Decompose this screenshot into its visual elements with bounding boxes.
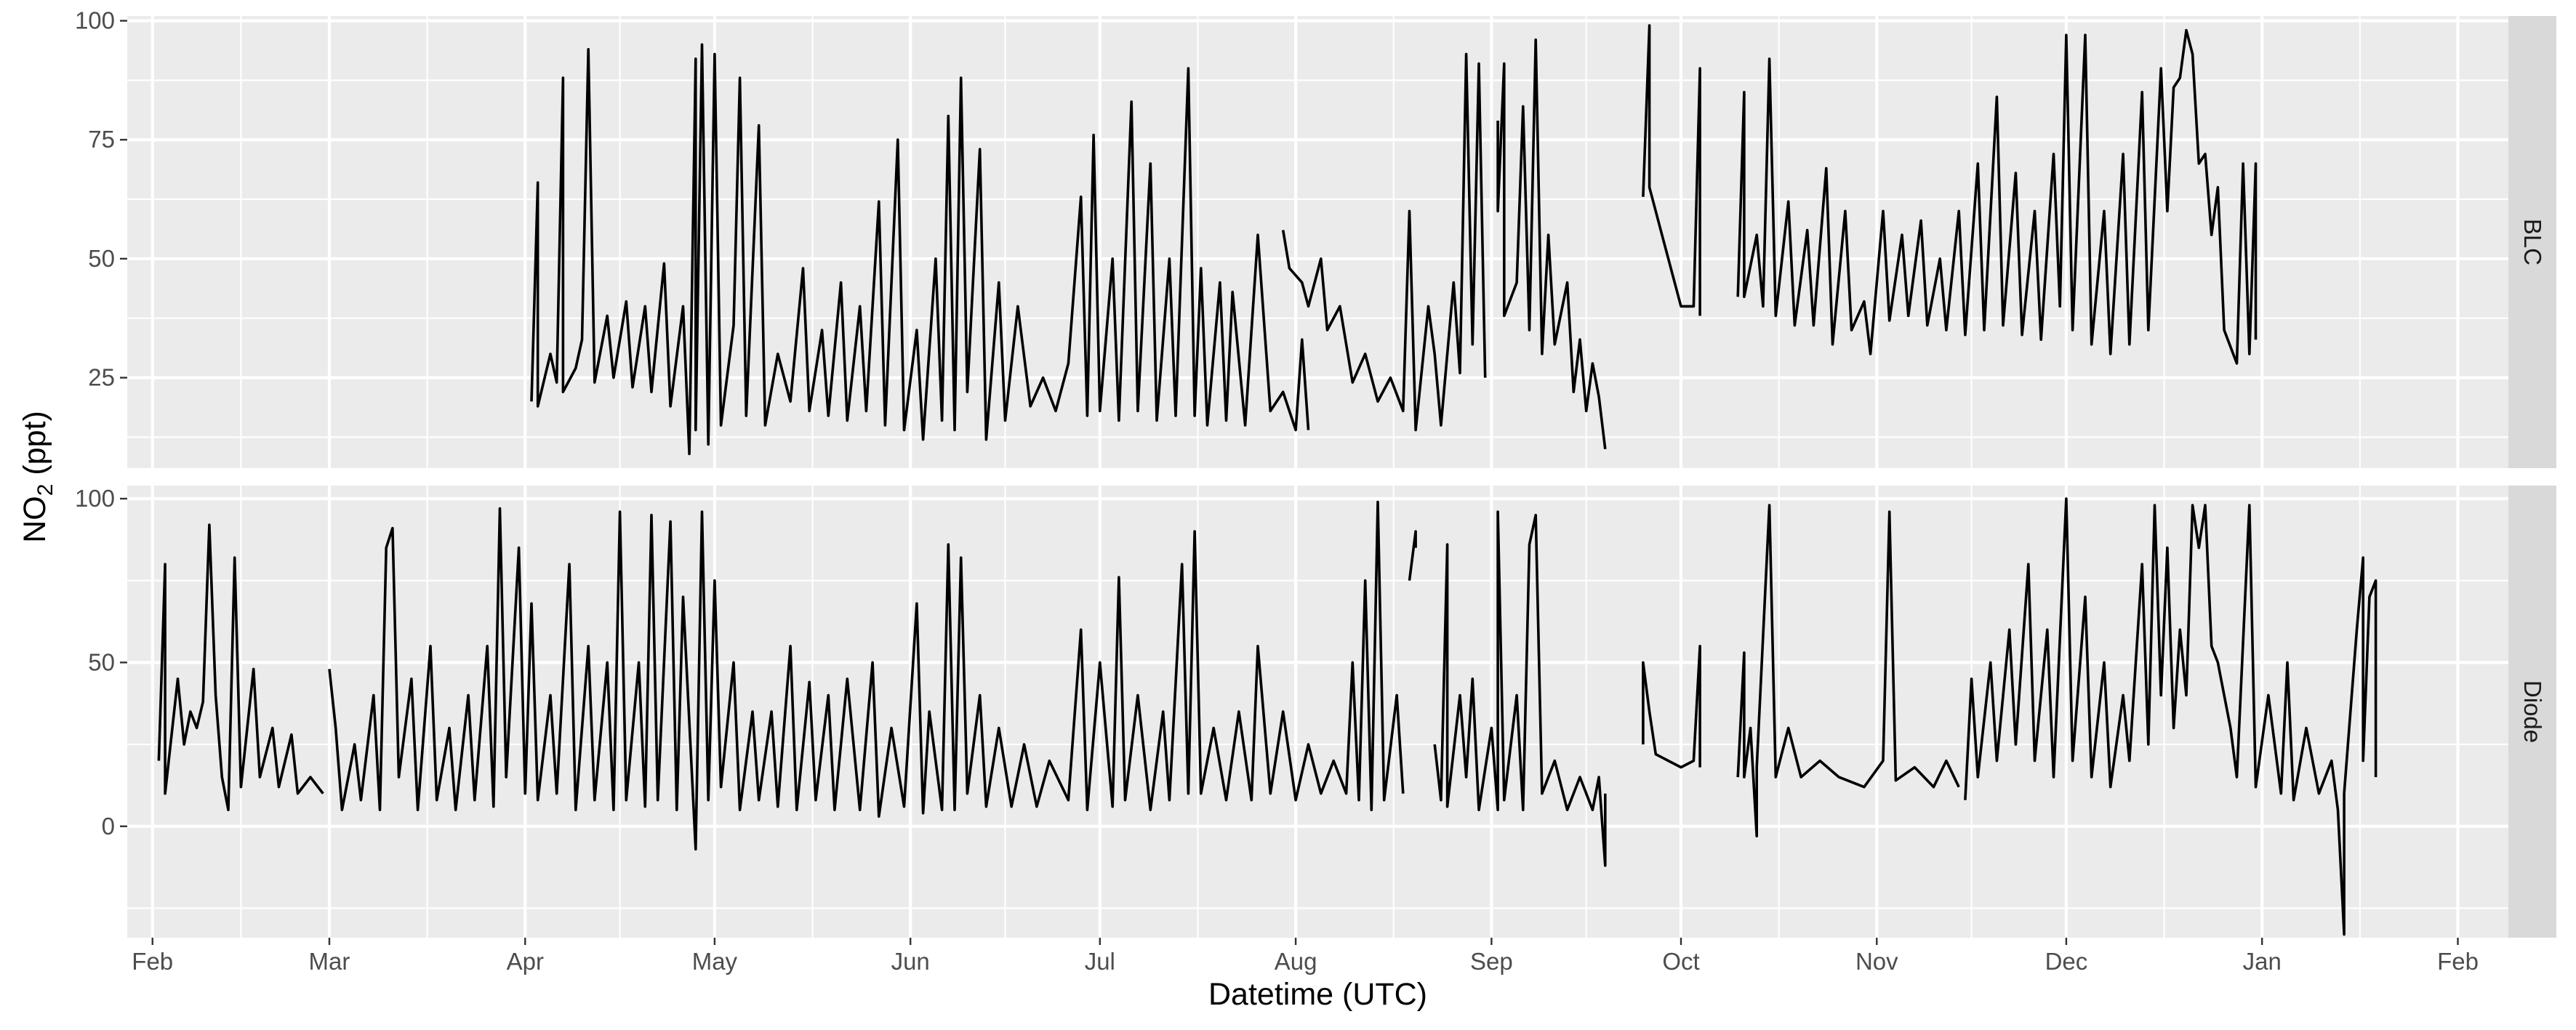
x-tick-label: Jan [2243, 948, 2282, 975]
x-tick-label: Sep [1470, 948, 1513, 975]
panel-background [127, 486, 2508, 938]
strip-background [2508, 16, 2556, 468]
y-tick-label: 25 [88, 364, 115, 391]
x-tick-label: Mar [309, 948, 350, 975]
x-tick-label: Apr [507, 948, 544, 975]
series-line-diode [1433, 510, 1607, 867]
y-tick-label: 50 [88, 648, 115, 675]
series-line-blc [1496, 38, 1607, 450]
strip-label-diode: Diode [2519, 680, 2546, 743]
x-tick-label: Feb [2437, 948, 2479, 975]
x-tick-label: Aug [1275, 948, 1317, 975]
strip-label-blc: BLC [2519, 219, 2546, 265]
x-tick-label: Dec [2045, 948, 2088, 975]
y-tick-label: 100 [75, 485, 115, 512]
series-line-blc [1642, 24, 1701, 316]
series-line-diode [1642, 645, 1701, 769]
series-line-diode [328, 500, 1405, 851]
strip-background [2508, 486, 2556, 938]
series-line-diode [157, 523, 324, 811]
series-line-diode [1408, 530, 1417, 581]
panel-diode: 0 50 100 Diode [75, 485, 2556, 938]
y-tick-label: 50 [88, 245, 115, 272]
series-line-blc [1281, 52, 1487, 432]
y-tick-label: 75 [88, 126, 115, 153]
y-axis-title-main: NO [17, 496, 52, 543]
y-axis-title: NO2 (ppt) [17, 411, 57, 543]
x-tick-label: Jul [1085, 948, 1115, 975]
y-tick-label: 0 [102, 813, 115, 840]
series-line-blc [1736, 28, 2258, 365]
panel-blc: 25 50 75 100 BLC [75, 7, 2556, 468]
series-line-diode [1964, 497, 2378, 936]
chart-panels: 25 50 75 100 BLC 0 50 100 Diode [75, 7, 2556, 938]
series-line-diode [1736, 504, 1960, 838]
x-tick-label: Nov [1855, 948, 1898, 975]
x-axis: Feb Mar Apr May Jun Jul Aug Sep Oct Nov Dec Jan Feb [132, 938, 2479, 975]
x-tick-label: Oct [1662, 948, 1699, 975]
x-axis-title: Datetime (UTC) [1208, 977, 1427, 1012]
x-tick-label: May [692, 948, 738, 975]
y-axis-title-unit: (ppt) [17, 411, 52, 483]
x-tick-label: Jun [891, 948, 930, 975]
panel-background [127, 16, 2508, 468]
y-axis-title-subscript: 2 [33, 484, 57, 496]
y-tick-label: 100 [75, 7, 115, 34]
series-line-blc [530, 43, 1310, 456]
x-tick-label: Feb [132, 948, 173, 975]
